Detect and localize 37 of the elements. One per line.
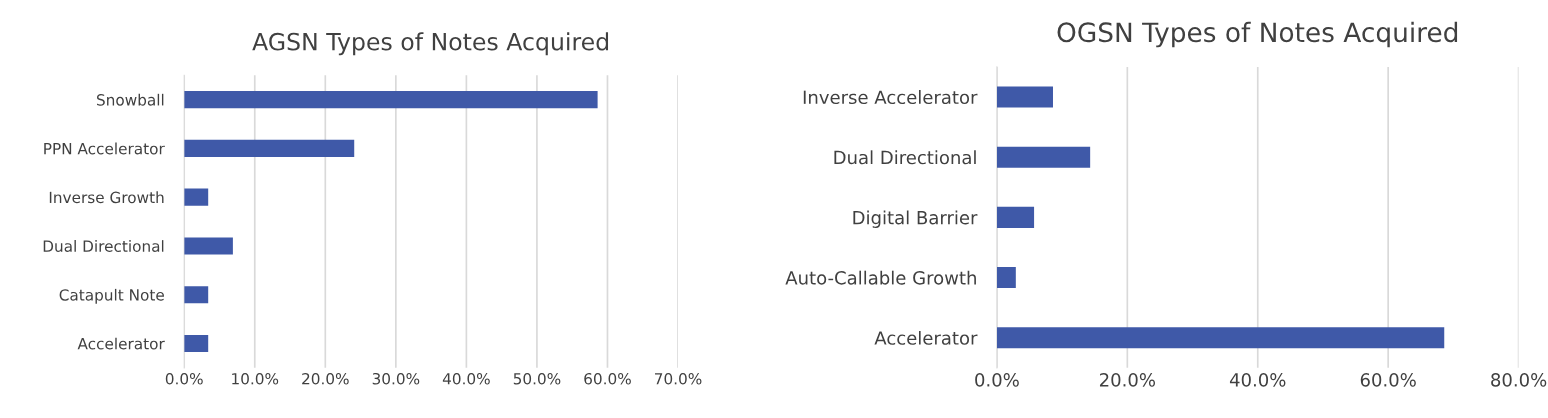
bar [184,286,209,304]
x-tick-label: 50.0% [513,372,561,385]
y-tick-label: Digital Barrier [853,210,978,228]
x-tick-label: 40.0% [442,372,490,385]
bar [184,188,209,206]
bar [996,267,1016,289]
bar [184,334,209,352]
y-tick-label: Accelerator [77,337,165,350]
x-tick-label: 40.0% [1229,373,1286,387]
y-tick-label: Accelerator [874,330,978,345]
y-tick-label: Snowball [97,93,164,106]
y-tick-label: Dual Directional [43,240,164,252]
x-tick-label: 0.0% [165,372,203,385]
chart-title: AGSN Types of Notes Acquired [252,32,609,56]
x-tick-label: 70.0% [655,372,702,385]
y-tick-label: PPN Accelerator [44,142,165,155]
bar [996,86,1053,108]
bar [996,146,1091,168]
chart-title: OGSN Types of Notes Acquired [1057,21,1458,48]
x-tick-label: 80.0% [1491,373,1547,387]
y-tick-label: Inverse Accelerator [803,90,978,105]
x-tick-label: 60.0% [1360,373,1416,387]
bar [184,237,233,255]
x-tick-label: 20.0% [302,372,349,385]
x-tick-label: 20.0% [1099,373,1156,387]
x-tick-label: 0.0% [975,373,1019,387]
y-tick-label: Auto-Callable Growth [785,270,976,285]
x-tick-label: 30.0% [372,372,420,385]
bar [996,206,1035,228]
y-tick-label: Dual Directional [834,150,976,165]
y-tick-label: Catapult Note [59,288,164,304]
bar [184,91,598,109]
bar [184,139,355,157]
x-tick-label: 10.0% [232,372,279,385]
x-tick-label: 60.0% [584,372,631,385]
bar [996,327,1445,349]
y-tick-label: Inverse Growth [49,191,164,204]
